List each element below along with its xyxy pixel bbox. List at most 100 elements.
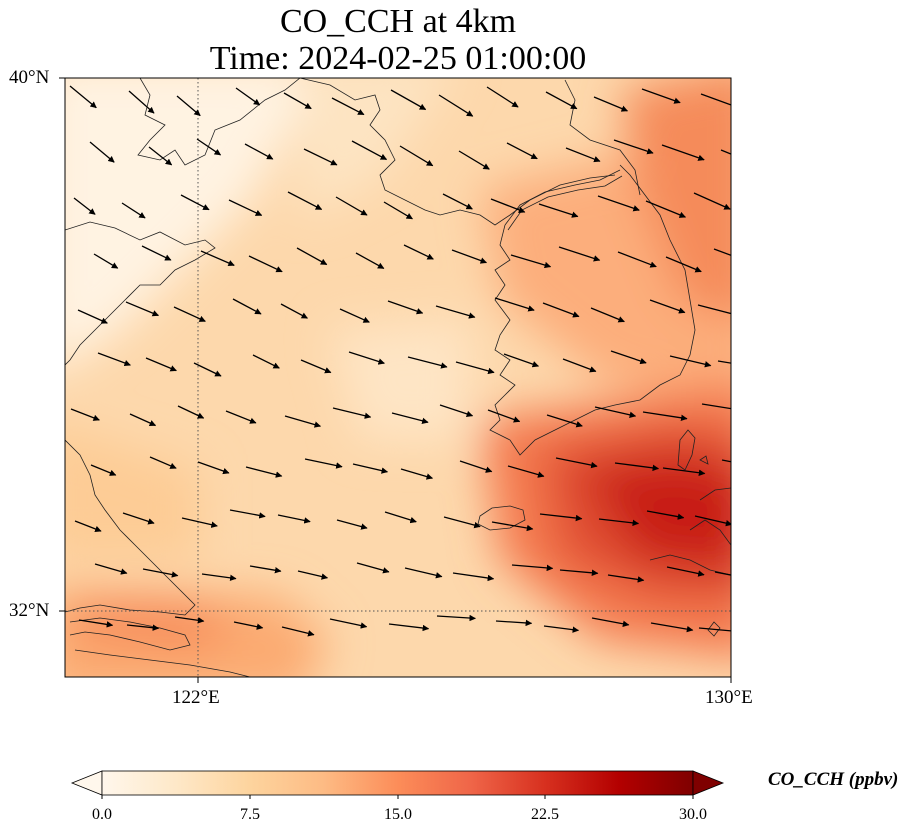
wind-arrow [495, 619, 533, 627]
wind-arrow [546, 414, 583, 428]
coastline-china-lower [74, 649, 251, 677]
wind-arrow [296, 247, 328, 266]
wind-arrow [287, 191, 323, 210]
title-line-1: CO_CCH at 4km [279, 3, 517, 40]
colorbar-tick-0: 0.0 [92, 806, 112, 823]
wind-arrow [233, 621, 264, 630]
wind-arrow [650, 622, 694, 633]
wind-arrow [662, 467, 706, 476]
wind-arrow [73, 197, 96, 215]
wind-arrow [126, 624, 160, 631]
jeju-island [477, 505, 526, 531]
lon-label-130e: 130°E [705, 687, 753, 708]
colorbar-body [101, 770, 694, 796]
wind-arrow [511, 564, 554, 572]
wind-arrow [232, 298, 262, 315]
wind-arrow [693, 192, 731, 210]
colorbar-tick-2: 15.0 [384, 806, 412, 823]
wind-arrow [538, 203, 579, 218]
wind-arrow [141, 245, 172, 261]
wind-arrow [121, 202, 146, 219]
coastline-yangtze-estuary [69, 617, 191, 651]
wind-arrow [491, 521, 534, 532]
co-concentration-field [65, 78, 731, 677]
wind-arrow [235, 87, 261, 106]
wind-arrow [598, 518, 640, 527]
colorbar-extend-low [70, 770, 103, 796]
lon-label-122e: 122°E [172, 687, 220, 708]
wind-arrow [701, 403, 731, 410]
wind-arrow [713, 248, 731, 256]
wind-arrow [494, 297, 535, 312]
coastline-shandong [65, 221, 216, 366]
wind-arrow [335, 196, 368, 216]
gridlines [65, 78, 731, 677]
wind-arrow [90, 464, 117, 476]
wind-arrow [201, 573, 237, 582]
wind-arrow [646, 510, 685, 520]
wind-arrow [721, 459, 731, 463]
wind-arrow [69, 85, 97, 109]
wind-arrow [180, 194, 210, 211]
wind-arrow [559, 569, 599, 577]
wind-arrow [641, 88, 681, 104]
wind-arrow [196, 138, 222, 156]
wind-arrow [78, 619, 114, 628]
wind-arrow [438, 94, 474, 117]
wind-arrow [331, 97, 365, 116]
wind-arrow [694, 515, 731, 527]
wind-arrow [591, 617, 630, 628]
wind-arrow [439, 404, 474, 418]
wind-arrow [459, 460, 493, 473]
colorbar-tick-4: 30.0 [679, 806, 707, 823]
wind-arrow [181, 517, 218, 528]
wind-arrow [94, 563, 128, 575]
wind-arrow [645, 200, 687, 218]
wind-arrow [507, 465, 545, 478]
wind-arrow [506, 142, 538, 160]
wind-arrow [70, 408, 100, 421]
wind-arrow [351, 140, 388, 161]
wind-arrow [228, 199, 263, 216]
wind-arrow [452, 572, 495, 582]
wind-arrow [280, 303, 308, 319]
wind-arrow [252, 354, 280, 369]
wind-vectors [69, 85, 731, 637]
wind-arrow [436, 614, 476, 622]
axis-ticks [59, 77, 732, 683]
wind-arrow [245, 466, 283, 478]
wind-arrow [177, 405, 205, 419]
wind-arrow [197, 461, 230, 475]
wind-arrow [649, 299, 686, 314]
wind-arrow [390, 89, 427, 111]
wind-arrow [613, 139, 654, 155]
title-line-2: Time: 2024-02-25 01:00:00 [209, 40, 587, 77]
wind-arrow [225, 410, 257, 424]
wind-arrow [487, 409, 521, 423]
wind-arrow [193, 362, 222, 377]
wind-arrow [442, 193, 473, 210]
colorbar-tick-3: 22.5 [531, 806, 559, 823]
wind-arrow [617, 251, 657, 268]
wind-arrow [142, 568, 179, 578]
kyushu-coast [649, 487, 731, 576]
wind-arrow [642, 411, 688, 422]
wind-arrow [174, 616, 205, 624]
wind-arrow [352, 463, 389, 474]
wind-arrow [443, 516, 481, 529]
coastline-korea-north-border [504, 169, 621, 226]
coastline-korea-west [489, 164, 696, 456]
wind-arrow [383, 201, 413, 220]
wind-arrow [176, 95, 201, 117]
wind-arrow [200, 250, 235, 267]
coastline-bohai-east [299, 78, 616, 226]
wind-arrow [283, 92, 312, 110]
wind-arrow [565, 147, 601, 163]
wind-arrow [542, 302, 580, 318]
wind-arrow [594, 406, 637, 418]
plot-frame [64, 77, 732, 678]
wind-arrow [391, 412, 429, 424]
wind-arrow [697, 304, 731, 315]
wind-arrow [128, 90, 155, 114]
wind-arrow [543, 625, 580, 633]
